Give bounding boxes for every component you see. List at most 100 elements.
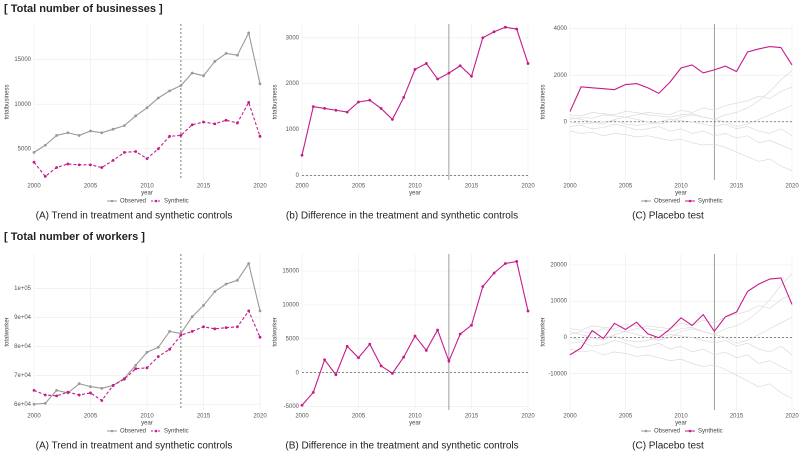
x-axis-label: year xyxy=(141,191,153,197)
panel: 6e+04 7e+04 8e+04 9e+04 1e+05 2000 2005 2010 201… xyxy=(5,254,267,452)
y-tick-label: 1e+05 xyxy=(14,286,32,292)
series-point xyxy=(236,121,239,125)
series-point xyxy=(202,74,205,78)
section-title: [ Total number of businesses ] xyxy=(4,3,163,15)
series-point xyxy=(43,175,47,178)
series-point xyxy=(236,325,239,329)
y-axis-label: totalbusiness xyxy=(541,84,547,119)
series-point xyxy=(300,153,304,157)
y-tick-label: 0 xyxy=(564,335,568,341)
series-point xyxy=(236,278,239,282)
series-point xyxy=(413,68,417,71)
x-tick-label: 2000 xyxy=(563,414,577,420)
series-point xyxy=(202,325,205,329)
y-tick-label: 0 xyxy=(296,370,300,376)
series-point xyxy=(100,386,104,390)
series-point xyxy=(89,385,92,388)
series-point xyxy=(334,373,338,377)
series-point xyxy=(224,326,228,330)
series-point xyxy=(89,391,92,395)
series-line xyxy=(569,119,793,137)
series-line xyxy=(569,123,793,151)
x-tick-label: 2010 xyxy=(408,414,422,420)
series-point xyxy=(391,371,394,375)
series-point xyxy=(202,304,205,307)
legend-swatch xyxy=(688,429,692,433)
series-point xyxy=(224,282,228,286)
series-point xyxy=(134,363,138,367)
x-tick-label: 2005 xyxy=(619,414,633,420)
series-point xyxy=(168,134,172,138)
y-tick-label: 5000 xyxy=(18,146,32,152)
x-tick-label: 2020 xyxy=(521,184,535,190)
series-point xyxy=(55,388,58,392)
y-tick-label: -5000 xyxy=(284,404,300,410)
y-tick-label: 2000 xyxy=(286,81,300,87)
series-point xyxy=(436,328,439,332)
y-tick-label: 15000 xyxy=(14,57,31,63)
series-point xyxy=(66,390,70,394)
series-point xyxy=(526,62,530,65)
panel: 0 2000 4000 2000 2005 2010 2015 2020 year totalbu… xyxy=(541,24,799,222)
y-tick-label: 8e+04 xyxy=(14,344,32,350)
series-point xyxy=(156,96,160,100)
y-tick-label: 20000 xyxy=(550,262,567,268)
series-point xyxy=(368,98,372,102)
x-tick-label: 2005 xyxy=(352,184,366,190)
x-tick-label: 2015 xyxy=(197,414,211,420)
x-tick-label: 2015 xyxy=(465,414,479,420)
series-point xyxy=(334,108,338,112)
series-point xyxy=(43,401,47,405)
series-point xyxy=(43,393,47,397)
legend-label: Observed xyxy=(654,199,680,205)
y-tick-label: 10000 xyxy=(282,302,299,308)
x-tick-label: 2000 xyxy=(27,414,41,420)
series-point xyxy=(258,134,262,138)
series-point xyxy=(481,36,485,40)
legend-label: Synthetic xyxy=(698,199,723,205)
series-point xyxy=(77,134,81,137)
x-tick-label: 2015 xyxy=(730,414,744,420)
series-point xyxy=(32,402,36,406)
series-point xyxy=(402,355,406,359)
x-tick-label: 2010 xyxy=(408,184,422,190)
series-line xyxy=(569,334,793,356)
series-point xyxy=(89,129,92,133)
series-point xyxy=(179,84,183,87)
series-point xyxy=(492,30,496,34)
x-tick-label: 2010 xyxy=(674,414,688,420)
series-point xyxy=(134,150,138,153)
series-point xyxy=(168,89,172,93)
x-axis-label: year xyxy=(409,421,421,427)
section-title: [ Total number of workers ] xyxy=(4,231,145,243)
x-axis-label: year xyxy=(141,421,153,427)
series-point xyxy=(100,399,104,402)
series-point xyxy=(77,382,81,386)
series-point xyxy=(190,315,194,319)
series-point xyxy=(145,106,149,110)
legend-label: Observed xyxy=(654,429,680,435)
series-point xyxy=(100,131,104,135)
y-tick-label: 15000 xyxy=(282,269,299,275)
y-tick-label: 7e+04 xyxy=(14,373,32,379)
x-tick-label: 2020 xyxy=(253,414,267,420)
series-point xyxy=(224,52,228,55)
series-point xyxy=(190,330,194,333)
panel-caption: (C) Placebo test xyxy=(632,441,704,452)
y-axis-label: totalbusiness xyxy=(5,84,11,119)
series-point xyxy=(379,107,383,110)
series-point xyxy=(247,309,251,313)
series-point xyxy=(247,101,251,104)
series-point xyxy=(323,107,326,110)
y-tick-label: 10000 xyxy=(550,299,567,305)
series-point xyxy=(300,403,304,407)
panel-caption: (A) Trend in treatment and synthetic con… xyxy=(36,441,233,452)
series-point xyxy=(111,384,115,387)
series-point xyxy=(345,110,349,114)
series-point xyxy=(345,344,349,348)
series-point xyxy=(77,393,81,397)
y-tick-label: 0 xyxy=(296,173,300,179)
x-axis-label: year xyxy=(409,191,421,197)
x-tick-label: 2000 xyxy=(27,184,41,190)
